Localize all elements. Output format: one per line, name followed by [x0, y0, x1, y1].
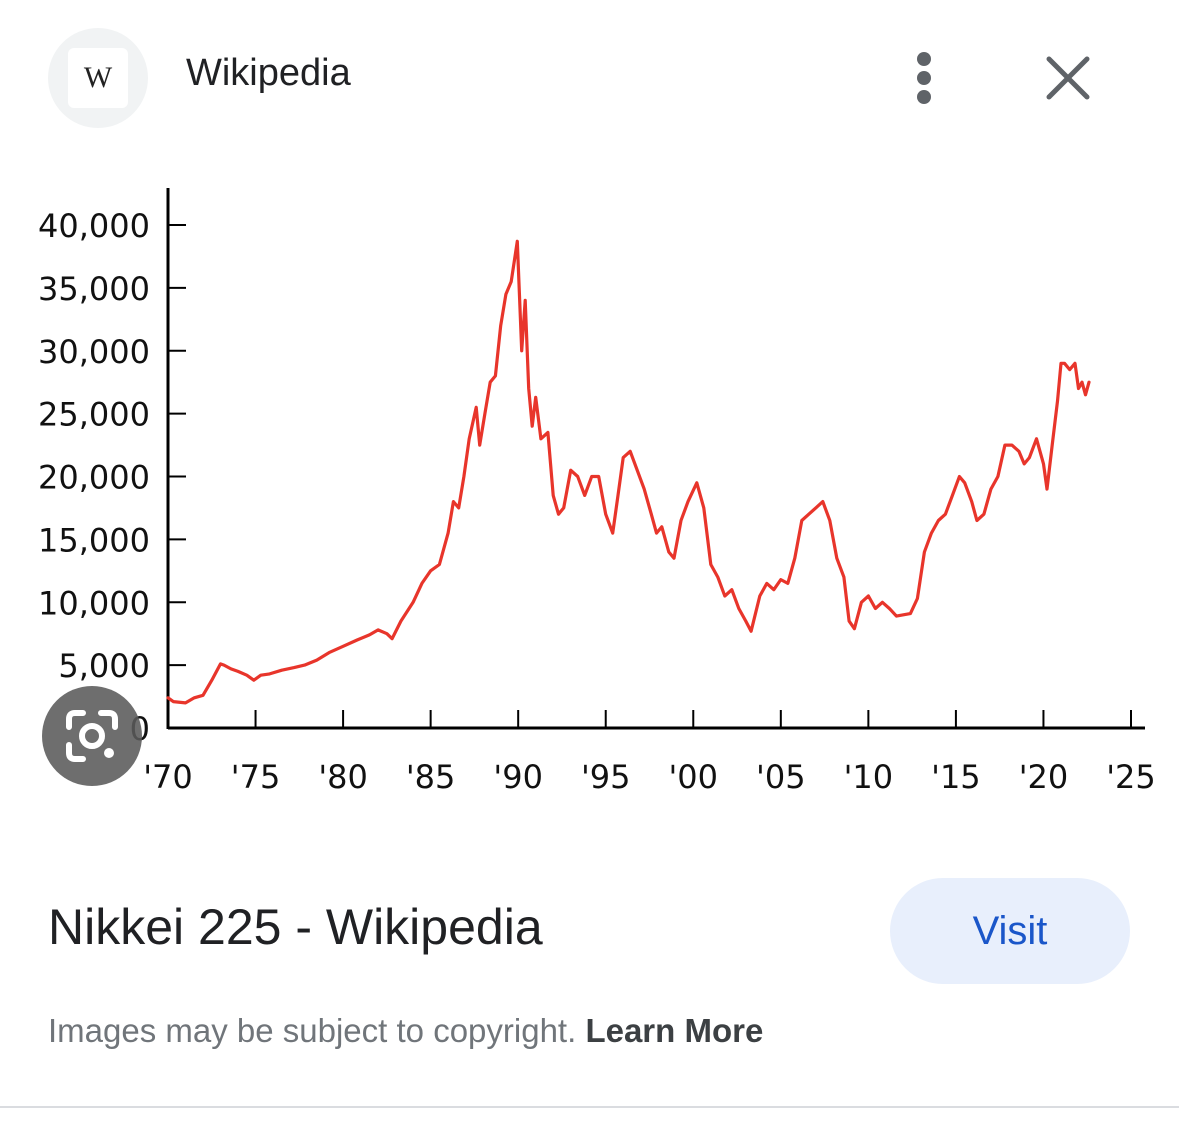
- y-tick-label: 30,000: [38, 333, 150, 371]
- chart-image[interactable]: 05,00010,00015,00020,00025,00030,00035,0…: [0, 170, 1179, 820]
- google-lens-button[interactable]: [42, 686, 142, 786]
- x-tick-label: '80: [318, 758, 368, 796]
- x-tick-label: '25: [1106, 758, 1156, 796]
- google-lens-icon: [66, 710, 118, 762]
- copyright-notice: Images may be subject to copyright. Lear…: [48, 1012, 763, 1050]
- more-vert-icon: [917, 52, 931, 104]
- y-tick-label: 25,000: [38, 396, 150, 434]
- x-tick-label: '00: [669, 758, 719, 796]
- y-tick-label: 5,000: [58, 647, 150, 685]
- visit-button[interactable]: Visit: [890, 878, 1130, 984]
- result-header: W Wikipedia: [0, 0, 1179, 150]
- result-title[interactable]: Nikkei 225 - Wikipedia: [48, 899, 543, 955]
- x-tick-label: '05: [756, 758, 806, 796]
- series-line: [166, 239, 1091, 705]
- y-tick-label: 10,000: [38, 584, 150, 622]
- close-icon: [1046, 56, 1090, 100]
- x-tick-label: '15: [931, 758, 981, 796]
- copyright-text: Images may be subject to copyright.: [48, 1012, 577, 1049]
- wikipedia-logo-icon: W: [68, 48, 128, 108]
- x-tick-label: '70: [143, 758, 193, 796]
- site-name[interactable]: Wikipedia: [186, 52, 351, 94]
- y-tick-label: 20,000: [38, 459, 150, 497]
- x-tick-label: '85: [406, 758, 456, 796]
- close-button[interactable]: [1036, 48, 1100, 108]
- x-tick-label: '75: [231, 758, 281, 796]
- x-tick-label: '20: [1019, 758, 1069, 796]
- y-tick-label: 15,000: [38, 521, 150, 559]
- y-tick-label: 40,000: [38, 207, 150, 245]
- x-tick-label: '95: [581, 758, 631, 796]
- x-tick-label: '10: [844, 758, 894, 796]
- site-favicon[interactable]: W: [48, 28, 148, 128]
- learn-more-link[interactable]: Learn More: [585, 1012, 764, 1049]
- nikkei-chart: 05,00010,00015,00020,00025,00030,00035,0…: [38, 188, 1156, 796]
- more-options-button[interactable]: [900, 48, 948, 108]
- x-tick-label: '90: [493, 758, 543, 796]
- divider: [0, 1106, 1179, 1108]
- y-tick-label: 35,000: [38, 270, 150, 308]
